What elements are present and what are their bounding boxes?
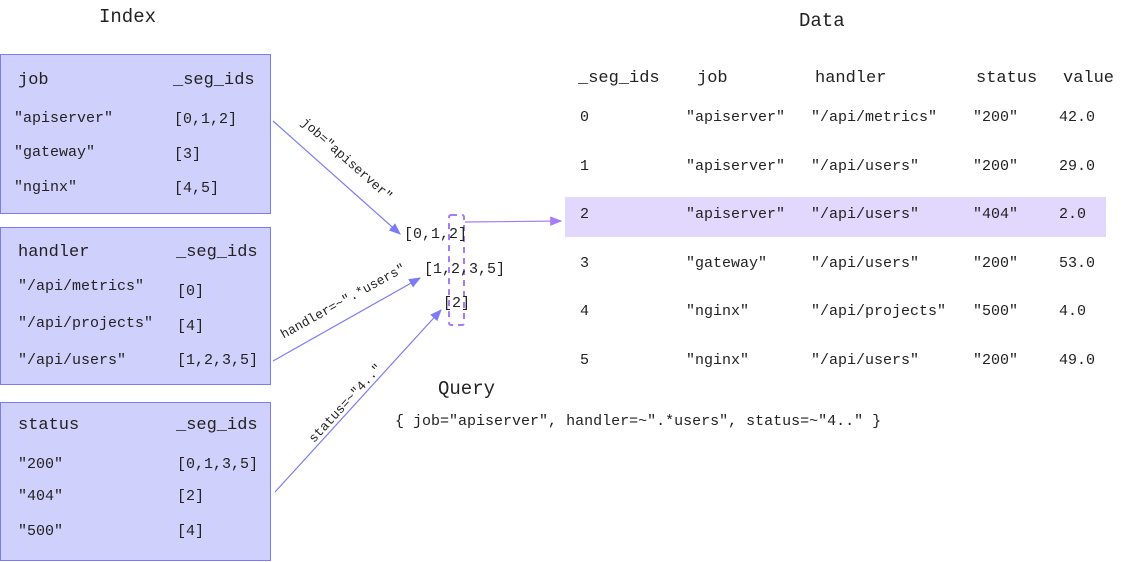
index-key-header: handler — [18, 243, 90, 262]
data-cell: "200" — [973, 157, 1019, 175]
index-key-header: job — [18, 71, 49, 90]
data-cell: 2.0 — [1059, 206, 1087, 223]
index-ids: [0] — [177, 283, 205, 300]
index-table-job: job _seg_ids "apiserver" [0,1,2] "gatewa… — [0, 54, 271, 214]
query-line: } — [872, 413, 882, 430]
index-ids: [0,1,3,5] — [177, 456, 259, 473]
data-header: value — [1063, 69, 1115, 88]
index-ids: [4] — [177, 523, 205, 540]
status-arrow — [274, 309, 442, 493]
data-cell: "/api/users" — [811, 157, 920, 175]
index-table-status: status _seg_ids "200" [0,1,3,5] "404" [2… — [0, 402, 271, 561]
data-cell: 29.0 — [1059, 157, 1096, 175]
data-cell: "apiserver" — [686, 157, 786, 175]
data-cell: 4.0 — [1059, 303, 1087, 320]
data-cell: "apiserver" — [686, 109, 786, 126]
index-value: "nginx" — [14, 179, 78, 196]
index-ids: [4] — [177, 318, 205, 335]
data-cell: "500" — [973, 303, 1019, 320]
data-cell: 3 — [580, 254, 590, 272]
data-title: Data — [799, 10, 845, 32]
data-cell: "/api/users" — [811, 206, 920, 223]
data-cell: "200" — [973, 109, 1019, 126]
index-title: Index — [99, 6, 157, 28]
index-value: "/api/projects" — [18, 315, 154, 332]
data-cell: 42.0 — [1059, 109, 1096, 126]
index-value: "500" — [18, 523, 64, 540]
data-header: status — [976, 69, 1038, 88]
index-ids: [4,5] — [174, 180, 220, 197]
data-cell: "/api/users" — [811, 254, 920, 272]
handler-arrow — [272, 277, 422, 362]
data-cell: "/api/projects" — [811, 303, 947, 320]
index-value: "/api/metrics" — [18, 278, 145, 295]
index-col-header: _seg_ids — [176, 416, 258, 435]
data-header: handler — [815, 69, 887, 88]
data-cell: 1 — [580, 157, 590, 175]
query-line: { — [395, 413, 405, 430]
intermediate-ids: [2] — [443, 295, 471, 312]
index-value: "404" — [18, 488, 64, 505]
data-cell: 49.0 — [1059, 351, 1096, 369]
index-value: "200" — [18, 456, 64, 473]
index-col-header: _seg_ids — [173, 71, 255, 90]
data-cell: "200" — [973, 254, 1019, 272]
data-header: _seg_ids — [578, 69, 660, 88]
data-cell: 4 — [580, 303, 590, 320]
data-cell: "nginx" — [686, 351, 750, 369]
data-header: job — [697, 69, 728, 88]
data-cell: "/api/metrics" — [811, 109, 938, 126]
data-cell: "/api/users" — [811, 351, 920, 369]
data-cell: "200" — [973, 351, 1019, 369]
data-cell: 5 — [580, 351, 590, 369]
intermediate-ids: [0,1,2] — [404, 226, 468, 243]
index-ids: [3] — [174, 146, 202, 163]
index-ids: [0,1,2] — [174, 111, 238, 128]
data-cell: 53.0 — [1059, 254, 1096, 272]
index-col-header: _seg_ids — [176, 243, 258, 262]
index-value: "gateway" — [14, 144, 96, 161]
data-cell: "apiserver" — [686, 206, 786, 223]
index-ids: [2] — [177, 488, 205, 505]
data-cell: "nginx" — [686, 303, 750, 320]
index-table-handler: handler _seg_ids "/api/metrics" [0] "/ap… — [0, 227, 271, 385]
data-cell: 0 — [580, 109, 590, 126]
query-line: job="apiserver", — [413, 413, 558, 430]
job-arrow — [272, 120, 401, 235]
data-cell: "gateway" — [686, 254, 768, 272]
highlighted-row — [565, 197, 1106, 237]
index-ids: [1,2,3,5] — [177, 352, 259, 369]
query-title: Query — [438, 378, 496, 400]
result-arrow — [464, 216, 563, 226]
index-value: "/api/users" — [18, 352, 127, 369]
query-code: { job="apiserver", handler=~".*users", s… — [395, 412, 881, 431]
intersection-dashed-box — [448, 214, 465, 326]
index-value: "apiserver" — [14, 110, 114, 127]
data-cell: "404" — [973, 206, 1019, 223]
intermediate-ids: [1,2,3,5] — [424, 261, 506, 278]
data-cell: 2 — [580, 206, 590, 223]
query-line: status=~"4.." — [746, 413, 864, 430]
index-key-header: status — [18, 416, 80, 435]
query-line: handler=~".*users", — [566, 413, 738, 430]
